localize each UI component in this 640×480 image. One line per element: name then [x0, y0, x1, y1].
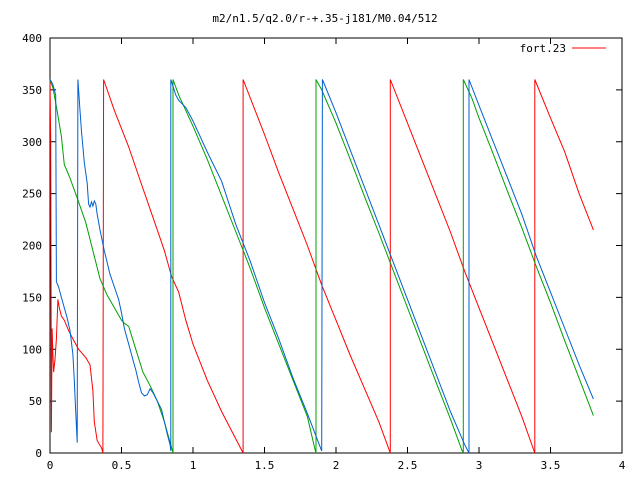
x-tick-label: 2.5: [398, 459, 418, 472]
x-tick-label: 3.5: [541, 459, 561, 472]
y-tick-label: 250: [22, 188, 42, 201]
y-tick-label: 100: [22, 343, 42, 356]
series-line-1: [49, 79, 594, 454]
x-tick-label: 0: [47, 459, 54, 472]
x-tick-label: 3: [476, 459, 483, 472]
series-layer: [49, 79, 594, 454]
chart-title: m2/n1.5/q2.0/r-+.35-j181/M0.04/512: [212, 12, 437, 25]
legend: fort.23: [520, 42, 606, 55]
y-tick-label: 300: [22, 136, 42, 149]
x-tick-label: 1.5: [255, 459, 275, 472]
series-line-2: [49, 79, 594, 454]
y-tick-label: 150: [22, 291, 42, 304]
series-line-3: [49, 79, 594, 454]
x-tick-label: 4: [619, 459, 626, 472]
y-tick-label: 350: [22, 84, 42, 97]
y-tick-label: 200: [22, 240, 42, 253]
x-tick-label: 1: [190, 459, 197, 472]
y-tick-label: 0: [35, 447, 42, 460]
y-tick-label: 50: [29, 395, 42, 408]
y-tick-label: 400: [22, 32, 42, 45]
plot-frame: [49, 37, 623, 454]
x-axis: 0 0.5 1 1.5 2 2.5 3 3.5 4: [47, 38, 626, 472]
legend-label: fort.23: [520, 42, 566, 55]
x-tick-label: 0.5: [112, 459, 132, 472]
y-axis: 0 50 100 150 200 250 300 350 400: [22, 32, 622, 460]
x-tick-label: 2: [333, 459, 340, 472]
